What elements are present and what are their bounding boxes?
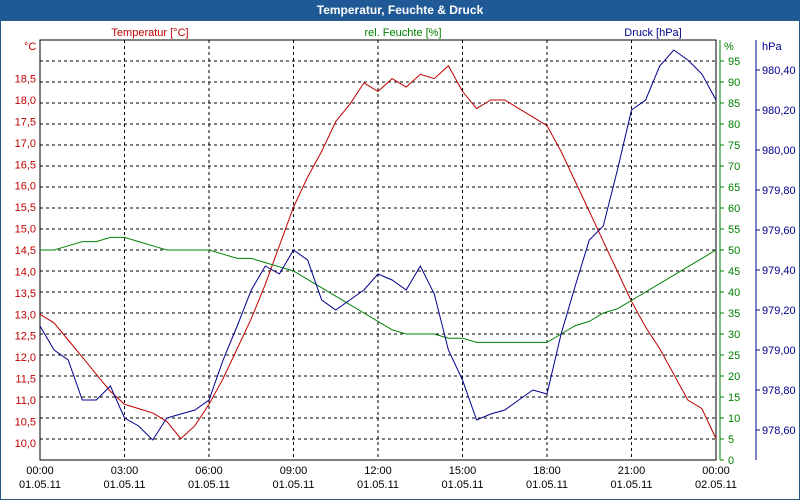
temperature-tick-label: 12,5 [15,331,36,343]
humidity-tick-label: 80 [728,119,740,131]
humidity-tick-label: 75 [728,140,740,152]
x-tick-time: 03:00 [111,465,139,477]
humidity-tick-label: 85 [728,98,740,110]
humidity-tick-label: 10 [728,413,740,425]
x-tick-time: 09:00 [280,465,308,477]
temperature-tick-label: 18,5 [15,74,36,86]
grid [40,40,716,460]
humidity-tick-label: 25 [728,350,740,362]
x-tick-date: 01.05.11 [272,479,314,491]
pressure-unit-label: hPa [762,41,782,53]
humidity-tick-label: 60 [728,203,740,215]
x-tick-time: 21:00 [618,465,646,477]
x-tick-time: 00:00 [26,465,54,477]
temperature-tick-label: 16,0 [15,181,36,193]
humidity-tick-label: 65 [728,182,740,194]
pressure-tick-label: 979,00 [762,345,796,357]
pressure-tick-label: 979,60 [762,225,796,237]
temperature-tick-label: 17,0 [15,138,36,150]
pressure-tick-label: 979,80 [762,185,796,197]
temperature-tick-label: 14,0 [15,266,36,278]
temperature-tick-label: 18,0 [15,95,36,107]
temperature-tick-label: 14,5 [15,245,36,257]
temperature-axis-label: Temperatur [°C] [111,27,188,39]
x-tick-time: 18:00 [533,465,561,477]
humidity-tick-label: 20 [728,371,740,383]
humidity-tick-label: 40 [728,287,740,299]
x-tick-time: 12:00 [364,465,392,477]
chart-area: 00:00 01.05.11 03:00 01.05.11 06:00 01.05.11 0… [15,27,796,491]
humidity-tick-label: 0 [728,455,734,467]
humidity-tick-label: 35 [728,308,740,320]
x-tick-date: 01.05.11 [103,479,145,491]
x-tick-date: 02.05.11 [695,479,737,491]
pressure-tick-label: 978,60 [762,425,796,437]
temperature-tick-label: 10,0 [15,438,36,450]
humidity-tick-label: 45 [728,266,740,278]
x-tick-date: 01.05.11 [441,479,483,491]
x-tick-date: 01.05.11 [188,479,230,491]
temperature-tick-label: 13,5 [15,288,36,300]
temperature-tick-label: 15,5 [15,202,36,214]
axis-labels: °C Temperatur [°C] rel. Feuchte [%] Druc… [24,27,782,53]
temperature-tick-label: 13,0 [15,309,36,321]
x-tick-date: 01.05.11 [357,479,399,491]
humidity-tick-label: 70 [728,161,740,173]
x-tick-time: 00:00 [702,465,730,477]
humidity-tick-label: 30 [728,329,740,341]
temperature-tick-label: 12,0 [15,352,36,364]
chart-title: Temperatur, Feuchte & Druck [0,0,800,20]
axes: 00:00 01.05.11 03:00 01.05.11 06:00 01.05.11 0… [15,39,796,491]
x-tick-date: 01.05.11 [19,479,61,491]
pressure-tick-label: 979,20 [762,305,796,317]
humidity-tick-label: 90 [728,77,740,89]
pressure-tick-label: 980,40 [762,65,796,77]
pressure-tick-label: 980,00 [762,145,796,157]
x-tick-date: 01.05.11 [526,479,568,491]
temperature-series-line [39,64,717,440]
x-tick-date: 01.05.11 [610,479,652,491]
temperature-tick-label: 15,0 [15,224,36,236]
humidity-series-line [40,236,717,343]
pressure-tick-label: 979,40 [762,265,796,277]
temperature-unit-label: °C [24,41,36,53]
temperature-tick-label: 11,5 [15,374,36,386]
temperature-tick-label: 10,5 [15,416,36,428]
humidity-tick-label: 15 [728,392,740,404]
pressure-tick-label: 978,80 [762,385,796,397]
x-tick-time: 06:00 [195,465,223,477]
x-tick-time: 15:00 [449,465,477,477]
humidity-axis-label: rel. Feuchte [%] [364,27,441,39]
humidity-tick-label: 5 [728,434,734,446]
series-lines [39,49,717,441]
humidity-tick-label: 50 [728,245,740,257]
pressure-series-line [39,49,717,441]
pressure-axis-label: Druck [hPa] [624,27,681,39]
temperature-tick-label: 11,0 [15,395,36,407]
temperature-tick-label: 16,5 [15,159,36,171]
humidity-tick-label: 95 [728,56,740,68]
humidity-unit-label: % [724,41,734,53]
humidity-tick-label: 55 [728,224,740,236]
pressure-tick-label: 980,20 [762,105,796,117]
temperature-tick-label: 17,5 [15,116,36,128]
